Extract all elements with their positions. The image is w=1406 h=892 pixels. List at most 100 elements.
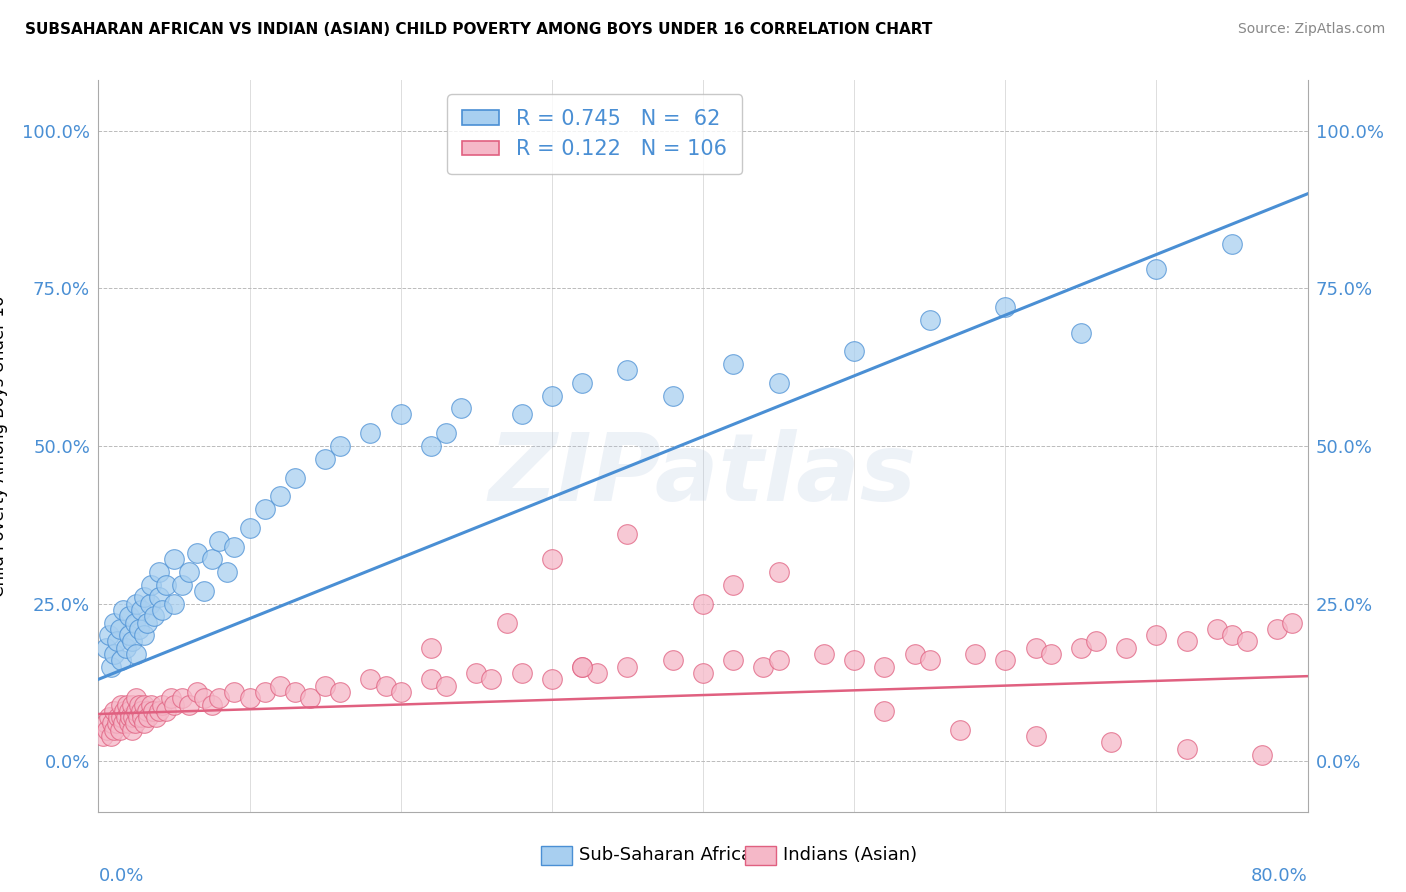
Point — [148, 591, 170, 605]
Point — [571, 659, 593, 673]
Point — [112, 704, 135, 718]
Point — [118, 704, 141, 718]
Point — [374, 679, 396, 693]
Point — [105, 716, 128, 731]
Point — [299, 691, 322, 706]
Point — [125, 597, 148, 611]
Point — [114, 710, 136, 724]
Point — [128, 622, 150, 636]
Point — [163, 597, 186, 611]
Point — [239, 691, 262, 706]
Point — [105, 634, 128, 648]
Point — [1024, 640, 1046, 655]
Point — [723, 357, 745, 371]
Point — [918, 653, 941, 667]
Point — [91, 729, 114, 743]
Text: ZIPatlas: ZIPatlas — [489, 429, 917, 521]
Point — [155, 704, 177, 718]
Point — [94, 716, 117, 731]
Point — [179, 698, 201, 712]
Point — [389, 408, 412, 422]
Point — [127, 710, 149, 724]
Point — [110, 653, 132, 667]
Point — [103, 615, 125, 630]
Point — [1085, 634, 1108, 648]
Text: Sub-Saharan Africans: Sub-Saharan Africans — [579, 847, 773, 864]
Point — [616, 527, 638, 541]
Point — [110, 698, 132, 712]
Point — [103, 647, 125, 661]
Point — [1281, 615, 1303, 630]
Point — [224, 540, 246, 554]
Point — [844, 344, 866, 359]
Point — [114, 640, 136, 655]
Point — [141, 698, 163, 712]
Point — [540, 673, 562, 687]
Point — [481, 673, 503, 687]
Point — [360, 426, 382, 441]
Point — [107, 710, 129, 724]
Point — [139, 597, 162, 611]
Point — [723, 653, 745, 667]
Point — [193, 691, 215, 706]
Point — [616, 363, 638, 377]
Point — [98, 628, 121, 642]
Point — [571, 659, 593, 673]
Point — [1206, 622, 1229, 636]
Point — [163, 552, 186, 566]
Point — [813, 647, 835, 661]
Point — [135, 615, 157, 630]
Point — [128, 698, 150, 712]
Point — [193, 584, 215, 599]
Point — [201, 552, 224, 566]
Point — [540, 388, 562, 402]
Point — [215, 565, 238, 579]
Point — [450, 401, 472, 416]
Point — [125, 647, 148, 661]
Point — [692, 597, 714, 611]
Point — [101, 716, 124, 731]
Point — [150, 698, 173, 712]
Point — [118, 628, 141, 642]
Point — [360, 673, 382, 687]
Point — [224, 685, 246, 699]
Point — [179, 565, 201, 579]
Point — [329, 685, 352, 699]
Point — [150, 603, 173, 617]
Point — [132, 591, 155, 605]
Point — [1070, 640, 1092, 655]
Point — [170, 578, 193, 592]
Point — [148, 565, 170, 579]
Point — [163, 698, 186, 712]
Text: 0.0%: 0.0% — [98, 867, 143, 885]
Point — [103, 723, 125, 737]
Point — [269, 490, 291, 504]
Point — [965, 647, 987, 661]
Point — [108, 723, 131, 737]
Point — [96, 723, 118, 737]
Point — [904, 647, 927, 661]
Point — [155, 578, 177, 592]
Point — [994, 300, 1017, 314]
Point — [253, 685, 276, 699]
Point — [465, 665, 488, 680]
Point — [186, 546, 208, 560]
Point — [1070, 326, 1092, 340]
Point — [186, 685, 208, 699]
Point — [129, 603, 152, 617]
Point — [495, 615, 517, 630]
Point — [100, 659, 122, 673]
Point — [768, 376, 790, 390]
Point — [692, 665, 714, 680]
Point — [768, 653, 790, 667]
Point — [121, 723, 143, 737]
Point — [131, 710, 153, 724]
Point — [125, 691, 148, 706]
Point — [170, 691, 193, 706]
Point — [208, 691, 231, 706]
Point — [284, 470, 307, 484]
Point — [420, 439, 443, 453]
Point — [1220, 628, 1243, 642]
Point — [132, 716, 155, 731]
Point — [510, 665, 533, 680]
